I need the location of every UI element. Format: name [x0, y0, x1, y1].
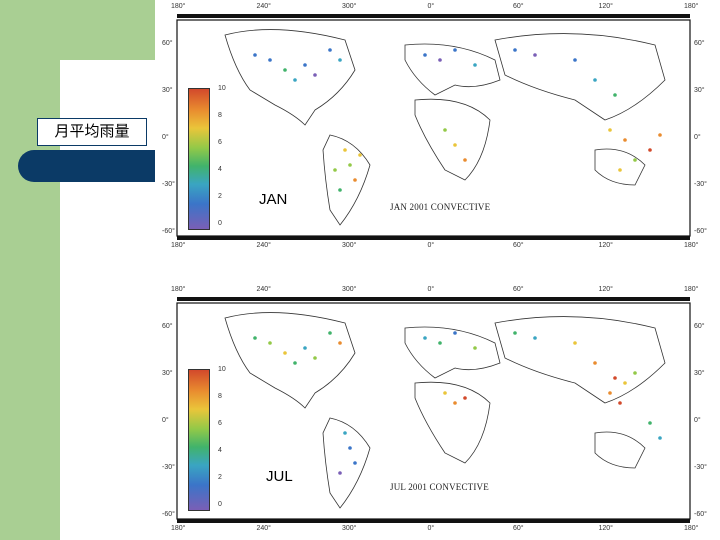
jul-bottom-tick: 180° [171, 525, 186, 532]
jul-legend-tick: 6 [218, 420, 222, 427]
jul-right-lat: 60° [694, 323, 705, 330]
jan-left-lat: 30° [162, 87, 173, 94]
jul-bottom-tick: 120° [598, 525, 613, 532]
jul-month-label: JUL [266, 468, 293, 485]
jul-left-lat: 0° [162, 417, 169, 424]
jan-legend-tick: 0 [218, 220, 222, 227]
jul-legend-tick: 4 [218, 447, 222, 454]
jul-top-tick: 300° [342, 286, 357, 293]
jan-top-tick: 0° [427, 3, 435, 10]
jul-top-tick: 240° [256, 286, 271, 293]
jul-bottom-tick: 300° [342, 525, 357, 532]
jan-top-tick: 120° [598, 3, 613, 10]
jul-color-legend [188, 369, 210, 511]
jan-bottom-tick: 120° [598, 242, 613, 249]
jan-month-label: JAN [259, 191, 288, 208]
jul-right-lat: -30° [694, 464, 707, 471]
jan-top-tick: 60° [513, 3, 524, 10]
jan-top-tick: 180° [684, 3, 699, 10]
navy-accent-band [18, 150, 178, 182]
jan-legend-tick: 8 [218, 112, 222, 119]
jan-left-lat: -30° [162, 181, 175, 188]
jan-top-tick: 180° [171, 3, 186, 10]
jul-legend-tick: 0 [218, 501, 222, 508]
jan-bottom-tick: 240° [256, 242, 271, 249]
jan-coastlines [224, 29, 666, 226]
jan-left-lat: -60° [162, 228, 175, 235]
jan-data-points [253, 48, 662, 192]
left-green-bar [0, 0, 60, 540]
jul-left-lat: 30° [162, 370, 173, 377]
jul-legend-tick: 8 [218, 393, 222, 400]
jul-right-lat: 30° [694, 370, 705, 377]
jul-left-lat: -30° [162, 464, 175, 471]
jul-top-tick: 120° [598, 286, 613, 293]
jul-coastlines [224, 312, 666, 509]
jan-right-lat: 30° [694, 87, 705, 94]
jul-bottom-tick: 180° [684, 525, 699, 532]
jan-legend-tick: 2 [218, 193, 222, 200]
jan-rain-map [155, 0, 720, 250]
jan-bottom-tick: 0° [427, 242, 435, 249]
jan-map-svg [176, 14, 691, 240]
jan-bottom-tick: 60° [513, 242, 524, 249]
jan-top-tick: 300° [342, 3, 357, 10]
jul-rain-map [155, 283, 720, 533]
jul-legend-tick: 10 [218, 366, 226, 373]
jul-legend-tick: 2 [218, 474, 222, 481]
jul-left-lat: -60° [162, 511, 175, 518]
jul-data-points [253, 331, 662, 475]
jan-color-legend [188, 88, 210, 230]
jul-top-tick: 180° [684, 286, 699, 293]
jan-legend-tick: 10 [218, 85, 226, 92]
jan-bottom-tick: 180° [171, 242, 186, 249]
jul-bottom-tick: 0° [427, 525, 435, 532]
jan-right-lat: -30° [694, 181, 707, 188]
jan-left-lat: 60° [162, 40, 173, 47]
jul-top-tick: 180° [171, 286, 186, 293]
jan-top-tick: 240° [256, 3, 271, 10]
jul-top-tick: 0° [427, 286, 435, 293]
jul-bottom-tick: 240° [256, 525, 271, 532]
jan-right-lat: -60° [694, 228, 707, 235]
jul-left-lat: 60° [162, 323, 173, 330]
jul-bottom-tick: 60° [513, 525, 524, 532]
jan-right-lat: 60° [694, 40, 705, 47]
jul-top-tick: 60° [513, 286, 524, 293]
jan-right-lat: 0° [694, 134, 701, 141]
jan-legend-tick: 4 [218, 166, 222, 173]
jan-left-lat: 0° [162, 134, 169, 141]
jul-caption: JUL 2001 CONVECTIVE [390, 482, 489, 492]
jan-bottom-tick: 180° [684, 242, 699, 249]
jan-bottom-tick: 300° [342, 242, 357, 249]
jan-legend-tick: 6 [218, 139, 222, 146]
jul-right-lat: -60° [694, 511, 707, 518]
slide-title: 月平均雨量 [37, 118, 147, 146]
jul-right-lat: 0° [694, 417, 701, 424]
jul-map-svg [176, 297, 691, 523]
jan-caption: JAN 2001 CONVECTIVE [390, 202, 491, 212]
corner-curve [60, 60, 100, 100]
